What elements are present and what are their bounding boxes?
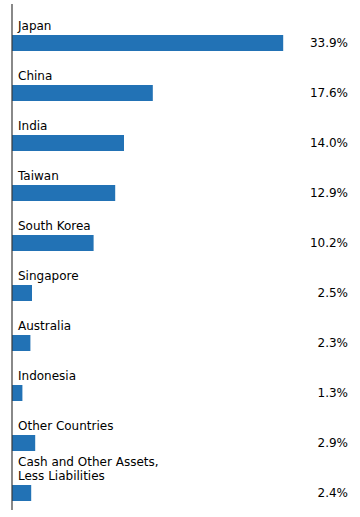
- bars: [12, 35, 283, 501]
- category-label: Indonesia: [18, 369, 76, 383]
- bar: [12, 85, 153, 101]
- category-label: Cash and Other Assets,Less Liabilities: [18, 455, 159, 483]
- value-label: 10.2%: [310, 236, 348, 250]
- value-label: 2.4%: [318, 486, 349, 500]
- category-label: Japan: [17, 19, 51, 33]
- category-label: Australia: [18, 319, 71, 333]
- category-label: South Korea: [18, 219, 91, 233]
- chart-container: Japan 33.9% China 17.6% India 14.0% Taiwan 12.9…: [0, 0, 360, 517]
- category-label: China: [18, 69, 52, 83]
- value-label: 1.3%: [318, 386, 349, 400]
- category-label: Other Countries: [18, 419, 113, 433]
- bar: [12, 135, 124, 151]
- value-label: 14.0%: [310, 136, 348, 150]
- value-label: 2.5%: [318, 286, 349, 300]
- chart: Japan 33.9% China 17.6% India 14.0% Taiwan 12.9…: [0, 0, 360, 517]
- value-label: 2.9%: [318, 436, 349, 450]
- category-label: Singapore: [18, 269, 79, 283]
- value-label: 2.3%: [318, 336, 349, 350]
- bar: [12, 285, 32, 301]
- bar: [12, 485, 31, 501]
- bar: [12, 35, 283, 51]
- bar: [12, 385, 22, 401]
- value-label: 12.9%: [310, 186, 348, 200]
- axis-line: [11, 4, 12, 510]
- labels: Japan 33.9% China 17.6% India 14.0% Taiwan 12.9…: [17, 19, 348, 500]
- category-label: Taiwan: [17, 169, 59, 183]
- value-label: 33.9%: [310, 36, 348, 50]
- bar: [12, 335, 30, 351]
- value-label: 17.6%: [310, 86, 348, 100]
- bar: [12, 185, 115, 201]
- category-label: India: [18, 119, 47, 133]
- bar: [12, 235, 94, 251]
- bar: [12, 435, 35, 451]
